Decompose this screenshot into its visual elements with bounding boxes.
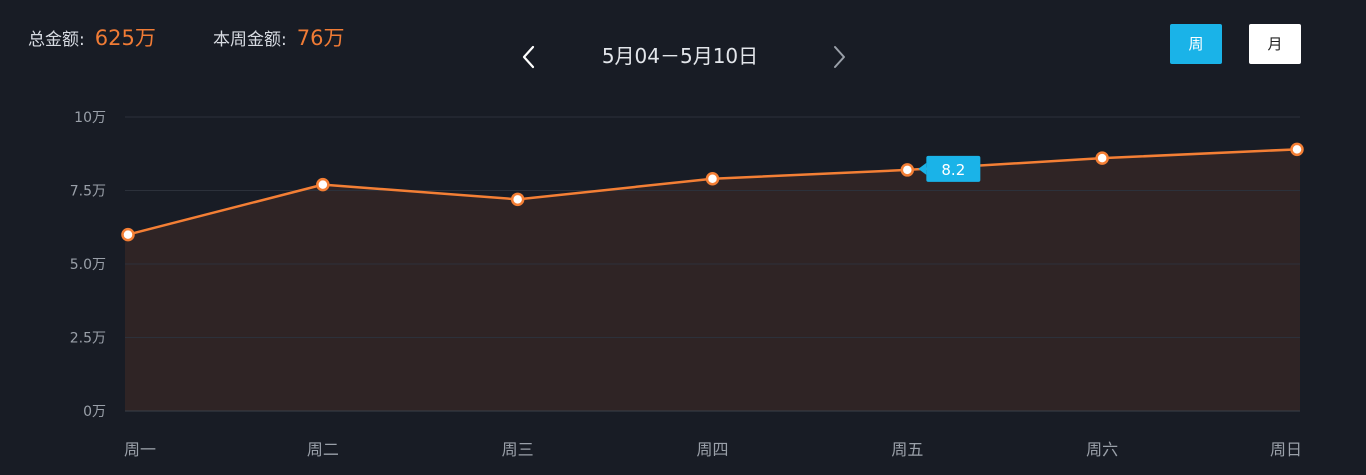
x-tick-label: 周三: [502, 440, 534, 459]
chevron-right-icon: [834, 46, 845, 68]
total-amount-label: 总金额: [28, 30, 79, 50]
x-tick-label: 周二: [307, 440, 339, 459]
area-fill: [125, 149, 1300, 411]
week-amount-colon: :: [281, 30, 287, 50]
week-amount: 本周金额 : 76万: [213, 22, 344, 50]
prev-week-button[interactable]: [517, 42, 541, 72]
data-point: [1290, 142, 1304, 157]
week-toggle-button[interactable]: 周: [1170, 24, 1222, 64]
y-tick-label: 7.5万: [70, 184, 106, 200]
data-point: [316, 177, 330, 192]
tooltip-box: [926, 155, 981, 182]
x-tick-label: 周五: [891, 440, 923, 459]
total-amount-value: 625万: [94, 26, 156, 50]
tooltip-value: 8.2: [941, 161, 965, 179]
tooltip-pointer: [918, 162, 927, 175]
y-tick-label: 10万: [74, 110, 106, 126]
x-tick-label: 周六: [1086, 440, 1118, 459]
month-toggle-button[interactable]: 月: [1249, 24, 1301, 64]
y-tick-label: 0万: [83, 404, 106, 420]
next-week-button[interactable]: [827, 42, 851, 72]
total-amount-colon: :: [79, 30, 85, 50]
week-amount-label: 本周金额: [213, 30, 281, 50]
x-tick-label: 周四: [696, 440, 728, 459]
x-tick-label: 周一: [124, 440, 156, 459]
data-point: [705, 171, 720, 186]
x-tick-label: 周日: [1270, 440, 1302, 459]
chevron-left-icon: [522, 45, 535, 69]
data-point: [1095, 151, 1109, 165]
total-amount: 总金额 : 625万: [28, 22, 156, 50]
data-point: [121, 227, 135, 242]
value-tooltip: 8.2: [918, 155, 981, 182]
y-tick-label: 5.0万: [70, 257, 106, 273]
week-amount-value: 76万: [296, 26, 345, 50]
y-tick-label: 2.5万: [70, 331, 106, 347]
data-point: [900, 163, 915, 177]
date-range-label: 5月04－5月10日: [601, 44, 759, 68]
data-point: [510, 192, 525, 207]
